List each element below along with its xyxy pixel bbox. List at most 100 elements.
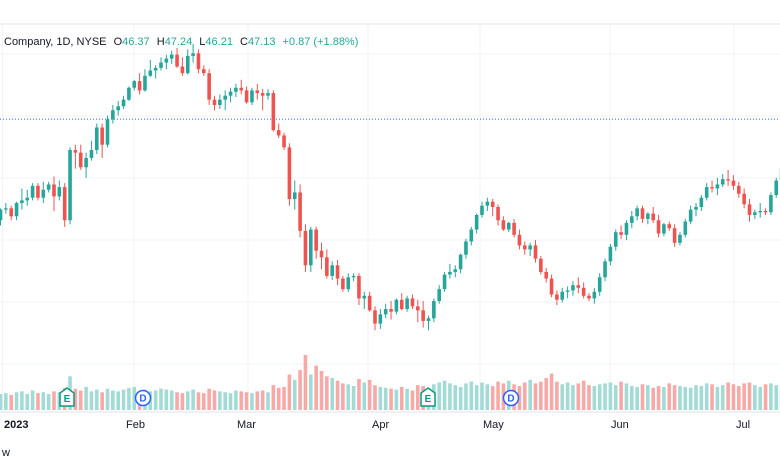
candle <box>52 176 56 211</box>
volume-bar <box>464 383 468 410</box>
volume-bar <box>458 386 463 410</box>
candles[interactable] <box>0 44 780 331</box>
candle-body <box>89 150 94 158</box>
legend-high-label: H <box>157 36 165 48</box>
candle <box>464 238 468 259</box>
candle <box>234 83 238 98</box>
candle <box>180 57 185 76</box>
volume-bar <box>753 385 757 410</box>
volume-bar <box>523 382 527 410</box>
volume-bar <box>747 382 752 410</box>
candle <box>544 267 548 283</box>
x-tick-label: Apr <box>372 419 389 431</box>
candle-body <box>309 229 313 266</box>
candle <box>678 232 682 246</box>
candle-body <box>137 81 142 91</box>
volume-bar <box>266 392 270 410</box>
candle-body <box>276 130 281 136</box>
candle <box>196 49 201 74</box>
candle <box>137 73 142 95</box>
candle <box>672 224 677 247</box>
volume-bar <box>191 389 195 410</box>
candle <box>662 222 666 237</box>
candle-body <box>175 54 179 67</box>
candle-body <box>720 179 725 185</box>
candle <box>266 89 270 100</box>
candle <box>303 224 308 272</box>
volume-bar <box>731 384 736 410</box>
candle-body <box>555 294 559 300</box>
dividend-icon <box>134 389 152 407</box>
volume-bar <box>635 386 639 410</box>
candle <box>68 147 72 225</box>
volume-bar <box>549 373 554 410</box>
candle-body <box>501 220 506 230</box>
volume-bar <box>36 393 40 410</box>
candle <box>95 123 99 154</box>
candle <box>207 69 211 105</box>
candle <box>116 101 120 116</box>
volume-bars <box>0 355 780 410</box>
candle <box>587 293 591 302</box>
candle-body <box>528 245 532 250</box>
candle-body <box>314 229 318 251</box>
candle <box>656 214 661 238</box>
candle-body <box>597 277 602 292</box>
candle <box>608 244 613 266</box>
volume-bar <box>437 382 441 410</box>
candle <box>597 273 602 296</box>
volume-bar <box>453 385 458 410</box>
candle <box>9 205 13 221</box>
volume-bar <box>357 378 361 410</box>
candle <box>223 90 227 111</box>
candle-body <box>523 245 527 250</box>
volume-bar <box>335 380 340 410</box>
candle-body <box>694 207 698 210</box>
volume-bar <box>46 394 51 410</box>
candle-body <box>185 55 190 74</box>
volume-bar <box>223 392 227 410</box>
candle <box>367 291 372 312</box>
candle-body <box>234 87 238 92</box>
candle-body <box>565 290 570 292</box>
candle-body <box>416 306 420 311</box>
volume-bar <box>84 386 88 410</box>
candle <box>298 184 302 238</box>
candle-body <box>613 232 618 247</box>
candle <box>613 229 618 251</box>
volume-bar <box>260 390 265 410</box>
volume-bar <box>132 386 137 410</box>
candle-body <box>571 285 575 291</box>
candle <box>73 144 78 169</box>
candle-body <box>410 298 415 307</box>
volume-bar <box>448 383 452 410</box>
volume-bar <box>496 381 500 410</box>
candle-body <box>490 201 495 207</box>
volume-bar <box>14 392 19 410</box>
volume-bar <box>105 388 110 410</box>
candle-body <box>127 87 131 100</box>
volume-bar <box>100 392 104 410</box>
candle-body <box>78 152 83 168</box>
candle <box>100 123 104 158</box>
candle <box>89 140 94 161</box>
candle-body <box>266 93 270 96</box>
volume-bar <box>341 383 345 410</box>
volume-bar <box>678 386 682 410</box>
volume-bar <box>763 384 768 410</box>
dividend-label: D <box>507 394 514 405</box>
candle-body <box>389 309 393 312</box>
candle-body <box>36 185 40 198</box>
candle-body <box>143 75 147 91</box>
volume-bar <box>485 384 490 410</box>
legend-open-label: O <box>114 36 123 48</box>
volume-bar <box>362 382 367 410</box>
candle-body <box>506 222 511 230</box>
candle-body <box>319 250 324 258</box>
candle-body <box>592 291 597 299</box>
candle-body <box>517 234 522 246</box>
candle-body <box>587 295 591 299</box>
candle-body <box>351 275 356 278</box>
